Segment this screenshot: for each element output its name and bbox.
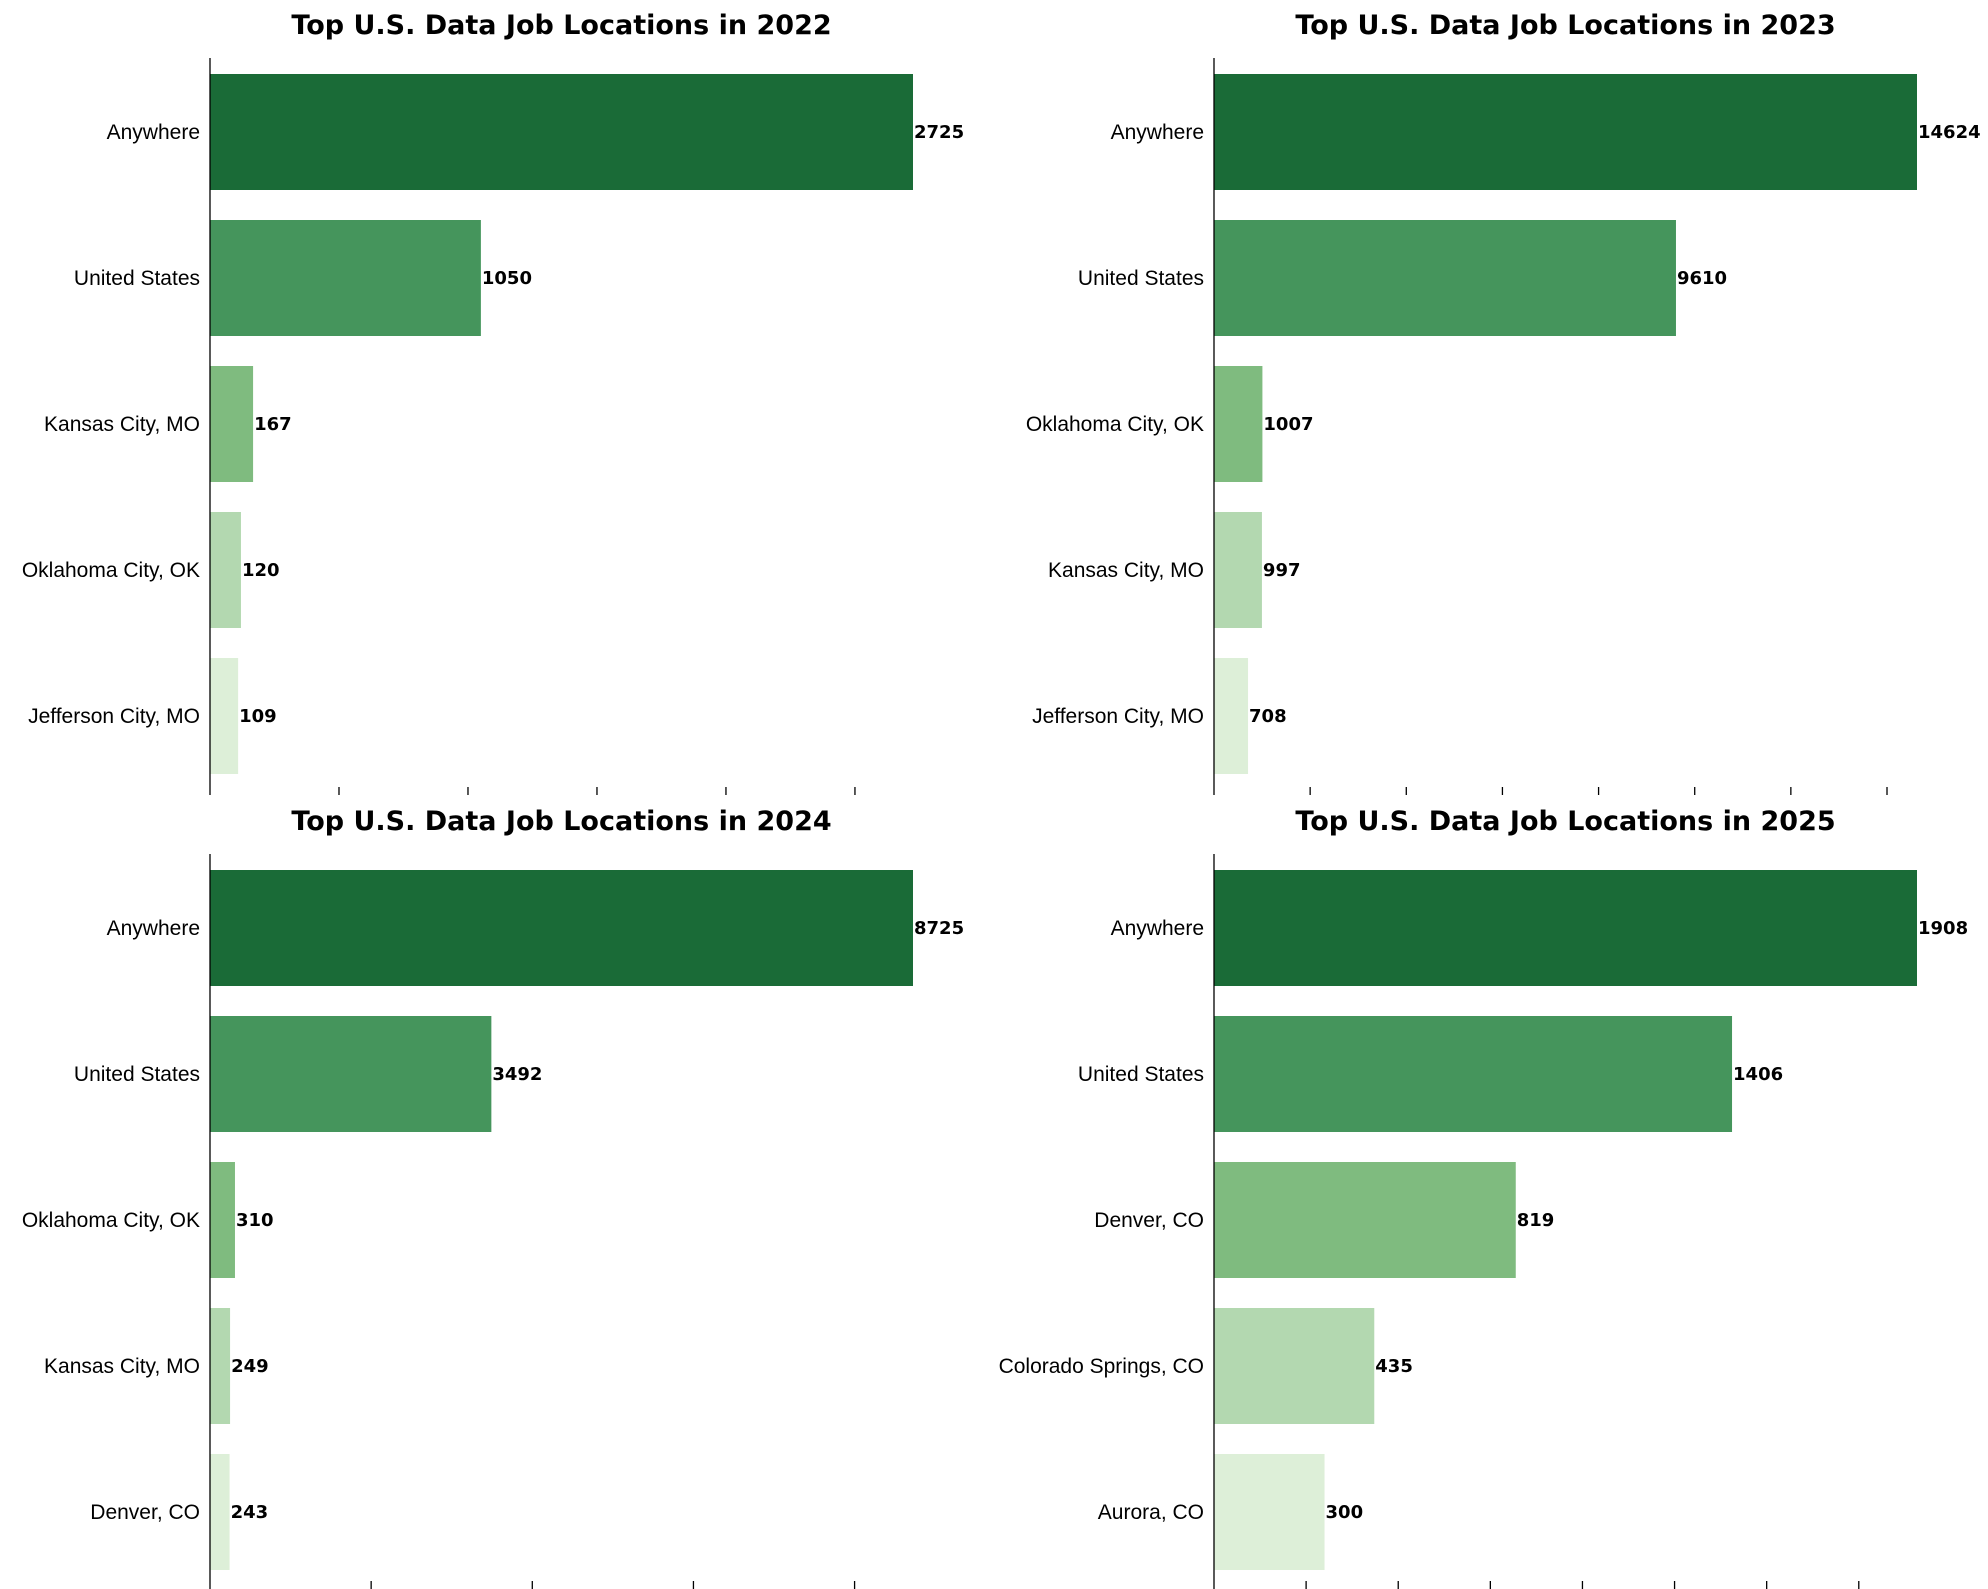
category-label: Kansas City, MO <box>44 413 200 436</box>
bar <box>210 1162 235 1278</box>
category-label: Oklahoma City, OK <box>22 1209 200 1232</box>
value-label: 310 <box>236 1210 274 1231</box>
value-label: 109 <box>239 706 277 727</box>
bar <box>1214 1162 1516 1278</box>
category-label: Kansas City, MO <box>1048 559 1204 582</box>
category-label: Denver, CO <box>1094 1209 1204 1232</box>
value-label: 708 <box>1249 706 1287 727</box>
value-label: 819 <box>1517 1210 1555 1231</box>
value-label: 14624 <box>1918 122 1981 143</box>
bar <box>1214 1308 1375 1424</box>
category-label: Oklahoma City, OK <box>22 559 200 582</box>
bar <box>210 512 241 628</box>
bar <box>210 1308 231 1424</box>
value-label: 9610 <box>1677 268 1727 289</box>
category-label: Oklahoma City, OK <box>1026 413 1204 436</box>
category-label: Jefferson City, MO <box>28 705 200 728</box>
bar <box>1214 366 1263 482</box>
category-label: Jefferson City, MO <box>1032 705 1204 728</box>
bar <box>1214 1454 1325 1570</box>
bar <box>1214 220 1676 336</box>
value-label: 1007 <box>1263 414 1313 435</box>
chart-title: Top U.S. Data Job Locations in 2023 <box>1295 10 1835 41</box>
value-label: 167 <box>254 414 292 435</box>
category-label: Aurora, CO <box>1098 1501 1204 1524</box>
value-label: 243 <box>231 1502 269 1523</box>
chart-panel-3: Top U.S. Data Job Locations in 2024 Anywh… <box>22 806 964 1589</box>
category-label: Anywhere <box>1111 121 1204 144</box>
value-label: 1050 <box>482 268 532 289</box>
category-label: United States <box>1078 267 1204 290</box>
category-label: Anywhere <box>107 121 200 144</box>
category-label: Colorado Springs, CO <box>999 1355 1204 1378</box>
chart-title: Top U.S. Data Job Locations in 2024 <box>291 806 831 837</box>
value-label: 435 <box>1375 1356 1413 1377</box>
chart-panel-2: Top U.S. Data Job Locations in 2023 Anywh… <box>1026 10 1981 795</box>
bar <box>1214 74 1917 190</box>
value-label: 997 <box>1263 560 1301 581</box>
bar <box>210 220 481 336</box>
bar <box>1214 870 1917 986</box>
chart-title: Top U.S. Data Job Locations in 2022 <box>291 10 831 41</box>
value-label: 1406 <box>1733 1064 1783 1085</box>
category-label: United States <box>74 1063 200 1086</box>
bar <box>1214 512 1262 628</box>
value-label: 8725 <box>914 918 964 939</box>
value-label: 300 <box>1326 1502 1364 1523</box>
chart-panel-4: Top U.S. Data Job Locations in 2025 Anywh… <box>999 806 1968 1589</box>
bar <box>1214 658 1249 774</box>
chart-title: Top U.S. Data Job Locations in 2025 <box>1295 806 1835 837</box>
bar <box>1214 1016 1733 1132</box>
bar <box>210 74 913 190</box>
category-label: Anywhere <box>107 917 200 940</box>
value-label: 3492 <box>492 1064 542 1085</box>
category-label: Anywhere <box>1111 917 1204 940</box>
category-label: Denver, CO <box>90 1501 200 1524</box>
bar <box>210 870 913 986</box>
chart-panel-1: Top U.S. Data Job Locations in 2022 Anywh… <box>22 10 964 795</box>
value-label: 120 <box>242 560 280 581</box>
category-label: United States <box>1078 1063 1204 1086</box>
value-label: 1908 <box>1918 918 1968 939</box>
bar <box>210 366 254 482</box>
category-label: Kansas City, MO <box>44 1355 200 1378</box>
bar <box>210 1454 230 1570</box>
bar <box>210 1016 492 1132</box>
value-label: 249 <box>231 1356 269 1377</box>
value-label: 2725 <box>914 122 964 143</box>
bar <box>210 658 239 774</box>
category-label: United States <box>74 267 200 290</box>
